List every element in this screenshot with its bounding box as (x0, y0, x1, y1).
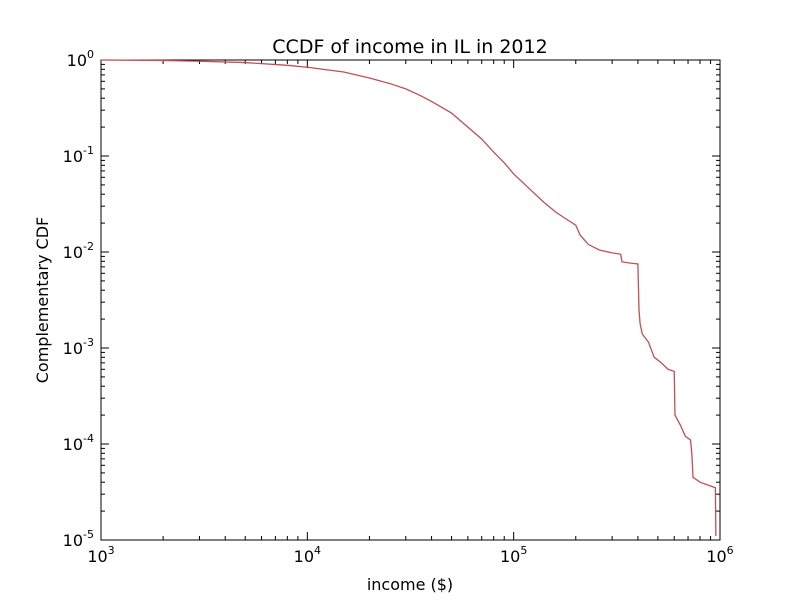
y-tick-label: 10-2 (63, 240, 94, 262)
x-tick-label: 106 (706, 544, 733, 566)
plot-frame (100, 59, 721, 541)
x-tick-labels: 103 104 105 106 (87, 544, 733, 566)
x-tick-label: 104 (294, 544, 321, 566)
x-axis-label: income ($) (367, 575, 453, 594)
x-tick-label: 105 (500, 544, 527, 566)
y-tick-label: 10-5 (63, 528, 94, 550)
chart-title: CCDF of income in IL in 2012 (272, 36, 547, 58)
axis-ticks (100, 60, 720, 541)
y-tick-labels: 100 10-1 10-2 10-3 10-4 10-5 (63, 48, 94, 550)
y-tick-label: 10-3 (63, 336, 94, 358)
y-tick-label: 10-1 (63, 144, 94, 166)
y-tick-label: 100 (67, 48, 94, 70)
x-tick-label: 103 (87, 544, 114, 566)
y-axis-label: Complementary CDF (33, 217, 52, 383)
y-tick-label: 10-4 (63, 432, 94, 454)
series-line (100, 59, 717, 537)
